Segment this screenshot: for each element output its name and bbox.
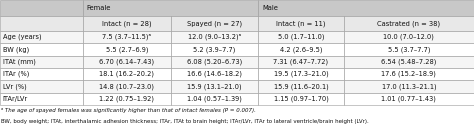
Bar [83, 68, 171, 80]
Text: 1.22 (0.75–1.92): 1.22 (0.75–1.92) [99, 96, 155, 102]
Text: 7.31 (6.47–7.72): 7.31 (6.47–7.72) [273, 59, 328, 65]
Bar [258, 80, 344, 93]
Text: 17.6 (15.2–18.9): 17.6 (15.2–18.9) [382, 71, 436, 77]
Text: Intact (n = 28): Intact (n = 28) [102, 20, 152, 27]
Bar [83, 31, 171, 43]
Bar [83, 93, 171, 105]
Text: 1.15 (0.97–1.70): 1.15 (0.97–1.70) [273, 96, 328, 102]
Bar [171, 43, 258, 56]
Bar [344, 31, 474, 43]
Text: Spayed (n = 27): Spayed (n = 27) [187, 20, 242, 27]
Text: 10.0 (7.0–12.0): 10.0 (7.0–12.0) [383, 34, 434, 40]
Bar [344, 68, 474, 80]
Text: ITAr (%): ITAr (%) [3, 71, 29, 77]
Bar [258, 0, 474, 16]
Text: 17.0 (11.3–21.1): 17.0 (11.3–21.1) [382, 83, 436, 90]
Bar [0, 93, 83, 105]
Bar [258, 31, 344, 43]
Text: 14.8 (10.7–23.0): 14.8 (10.7–23.0) [99, 83, 155, 90]
Text: 15.9 (13.1–21.0): 15.9 (13.1–21.0) [187, 83, 242, 90]
Text: 5.2 (3.9–7.7): 5.2 (3.9–7.7) [193, 46, 236, 53]
Text: Castrated (n = 38): Castrated (n = 38) [377, 20, 440, 27]
Bar [83, 16, 171, 31]
Bar [83, 43, 171, 56]
Text: 5.5 (2.7–6.9): 5.5 (2.7–6.9) [106, 46, 148, 53]
Bar [0, 56, 83, 68]
Bar [171, 93, 258, 105]
Bar [344, 93, 474, 105]
Text: 5.0 (1.7–11.0): 5.0 (1.7–11.0) [278, 34, 324, 40]
Text: 6.08 (5.20–6.73): 6.08 (5.20–6.73) [187, 59, 242, 65]
Text: Age (years): Age (years) [3, 34, 41, 40]
Text: BW, body weight; ITAt, interthalamic adhesion thickness; ITAr, ITAt to brain hei: BW, body weight; ITAt, interthalamic adh… [1, 119, 369, 124]
Bar [344, 80, 474, 93]
Bar [258, 43, 344, 56]
Text: 4.2 (2.6–9.5): 4.2 (2.6–9.5) [280, 46, 322, 53]
Bar [0, 16, 83, 31]
Bar [171, 16, 258, 31]
Bar [0, 31, 83, 43]
Text: 12.0 (9.0–13.2)ᵃ: 12.0 (9.0–13.2)ᵃ [188, 34, 241, 40]
Text: LVr (%): LVr (%) [3, 83, 27, 90]
Text: Male: Male [262, 5, 278, 11]
Bar [171, 56, 258, 68]
Text: 5.5 (3.7–7.7): 5.5 (3.7–7.7) [388, 46, 430, 53]
Text: 16.6 (14.6–18.2): 16.6 (14.6–18.2) [187, 71, 242, 77]
Text: ITAr/LVr: ITAr/LVr [3, 96, 28, 102]
Bar [344, 16, 474, 31]
Text: 6.54 (5.48–7.28): 6.54 (5.48–7.28) [381, 59, 437, 65]
Bar [258, 93, 344, 105]
Text: 1.04 (0.57–1.39): 1.04 (0.57–1.39) [187, 96, 242, 102]
Bar [83, 0, 258, 16]
Text: 15.9 (11.6–20.1): 15.9 (11.6–20.1) [273, 83, 328, 90]
Bar [0, 43, 83, 56]
Text: 7.5 (3.7–11.5)ᵃ: 7.5 (3.7–11.5)ᵃ [102, 34, 151, 40]
Text: 6.70 (6.14–7.43): 6.70 (6.14–7.43) [99, 59, 155, 65]
Bar [258, 56, 344, 68]
Bar [0, 0, 83, 16]
Bar [83, 80, 171, 93]
Bar [0, 68, 83, 80]
Text: 1.01 (0.77–1.43): 1.01 (0.77–1.43) [382, 96, 436, 102]
Text: 19.5 (17.3–21.0): 19.5 (17.3–21.0) [273, 71, 328, 77]
Bar [344, 56, 474, 68]
Bar [83, 56, 171, 68]
Text: ITAt (mm): ITAt (mm) [3, 59, 36, 65]
Text: 18.1 (16.2–20.2): 18.1 (16.2–20.2) [99, 71, 155, 77]
Text: BW (kg): BW (kg) [3, 46, 29, 53]
Bar [344, 43, 474, 56]
Bar [171, 80, 258, 93]
Bar [0, 80, 83, 93]
Text: ᵃ The age of spayed females was significantly higher than that of intact females: ᵃ The age of spayed females was signific… [1, 108, 256, 113]
Bar [171, 31, 258, 43]
Text: Intact (n = 11): Intact (n = 11) [276, 20, 326, 27]
Bar [171, 68, 258, 80]
Bar [258, 16, 344, 31]
Bar [258, 68, 344, 80]
Text: Female: Female [87, 5, 111, 11]
